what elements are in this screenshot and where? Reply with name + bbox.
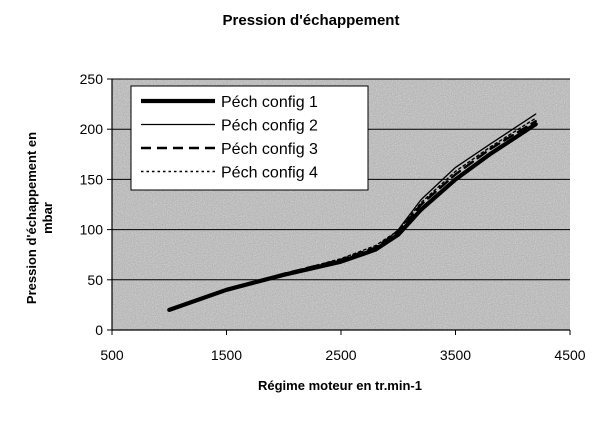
axes-layer	[107, 78, 571, 335]
y-tick-label: 100	[80, 222, 104, 238]
y-tick-label: 50	[87, 272, 103, 288]
chart-title: Pression d'échappement	[223, 12, 400, 29]
x-tick-label: 500	[100, 347, 124, 363]
legend-label-config-1: Péch config 1	[221, 94, 318, 111]
series-layer	[167, 113, 538, 312]
y-axis-title-line-1: Pression d'échappement en	[24, 132, 39, 304]
x-tick-label: 1500	[211, 347, 242, 363]
x-axis-title: Régime moteur en tr.min-1	[258, 378, 422, 393]
legend-label-config-2: Péch config 2	[221, 118, 318, 135]
legend-box	[130, 85, 369, 191]
x-tick-label: 4500	[554, 347, 585, 363]
legend: Péch config 1 Péch config 2 Péch config 3 P…	[130, 85, 369, 191]
tick-labels: 0 50 100 150 200 250 500 1500 2500 3500 4500	[80, 71, 586, 363]
legend-label-config-3: Péch config 3	[221, 141, 318, 158]
y-tick-label: 0	[95, 322, 103, 338]
y-axis-title: Pression d'échappement en mbar	[24, 132, 55, 304]
y-tick-label: 250	[80, 71, 104, 87]
series-line-config-4	[168, 117, 537, 311]
x-tick-label: 3500	[440, 347, 471, 363]
y-tick-label: 200	[80, 121, 104, 137]
y-axis-title-line-2: mbar	[40, 202, 55, 234]
y-tick-label: 150	[80, 171, 104, 187]
x-tick-label: 2500	[325, 347, 356, 363]
legend-label-config-4: Péch config 4	[221, 165, 318, 182]
